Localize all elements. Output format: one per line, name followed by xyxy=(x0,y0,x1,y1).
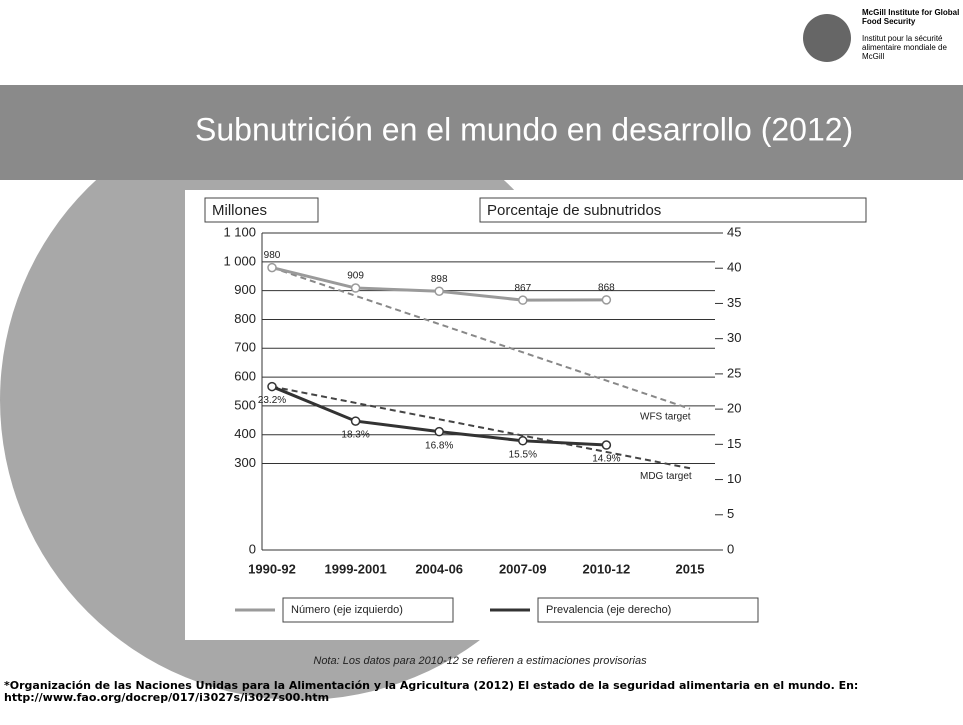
y2-tick-label: 45 xyxy=(727,224,741,239)
data-label: 15.5% xyxy=(509,449,537,460)
note: Nota: Los datos para 2010-12 se refieren… xyxy=(313,655,647,667)
data-point xyxy=(350,283,361,293)
data-label: 898 xyxy=(431,274,448,285)
source: *Organización de las Naciones Unidas par… xyxy=(4,680,859,704)
y2-tick-label: 40 xyxy=(727,260,741,275)
y-tick-label: 300 xyxy=(234,455,256,470)
target-label: MDG target xyxy=(640,471,692,482)
target-label: WFS target xyxy=(640,411,691,422)
y2-tick-label: 5 xyxy=(727,506,734,521)
data-label: 14.9% xyxy=(592,454,620,465)
data-label: 868 xyxy=(598,282,615,293)
logo-fr: Institut pour la sécurité alimentaire mo… xyxy=(862,34,947,61)
y-tick-label: 500 xyxy=(234,397,256,412)
data-label: 867 xyxy=(514,283,531,294)
y-label-box xyxy=(204,197,319,223)
target-line xyxy=(271,266,691,410)
data-point xyxy=(434,426,444,437)
legend-label: Prevalencia (eje derecho) xyxy=(546,604,671,616)
data-point xyxy=(518,436,528,446)
y-tick-label: 1 100 xyxy=(223,224,256,239)
y-tick-label: 600 xyxy=(234,369,256,384)
legend-label: Número (eje izquierdo) xyxy=(291,604,403,616)
y-tick-label: 900 xyxy=(234,282,256,297)
y2-tick-label: 15 xyxy=(727,436,741,451)
x-tick-label: 1990-92 xyxy=(248,561,296,576)
legend-box xyxy=(537,597,759,623)
data-point xyxy=(267,381,277,392)
logo-text-box: McGill Institute for Global Food Securit… xyxy=(862,8,960,61)
title-band xyxy=(0,85,963,180)
y2-tick-label: 35 xyxy=(727,295,741,310)
data-point xyxy=(518,295,528,305)
source-box: *Organización de las Naciones Unidas par… xyxy=(4,680,859,704)
data-label: 909 xyxy=(347,271,364,282)
y-tick-label: 800 xyxy=(234,311,256,326)
data-label: 23.2% xyxy=(258,395,286,406)
x-tick-label: 2007-09 xyxy=(499,561,547,576)
x-tick-label: 2010-12 xyxy=(583,561,631,576)
legend-box xyxy=(282,597,454,623)
y-tick-label: 1 000 xyxy=(223,253,256,268)
data-point xyxy=(350,416,361,426)
y2-tick-label: 0 xyxy=(727,541,734,556)
x-tick-label: 1999-2001 xyxy=(325,561,387,576)
data-point xyxy=(601,440,612,450)
data-point xyxy=(434,286,444,296)
data-label: 16.8% xyxy=(425,440,453,451)
data-label: 18.3% xyxy=(341,430,369,441)
x-tick-label: 2004-06 xyxy=(415,561,463,576)
y-tick-label: 700 xyxy=(234,340,256,355)
y-tick-label: 0 xyxy=(249,541,256,556)
x-tick-label: 2015 xyxy=(676,561,705,576)
y-tick-label: 400 xyxy=(234,426,256,441)
y2-tick-label: 20 xyxy=(727,401,741,416)
chart-title: Subnutrición en el mundo en desarrollo (… xyxy=(195,111,853,147)
y2-axis-label: Porcentaje de subnutridos xyxy=(487,202,661,219)
y2-label-box xyxy=(479,197,867,223)
data-label: 980 xyxy=(264,250,281,261)
logo-en: McGill Institute for Global Food Securit… xyxy=(862,8,960,26)
y2-tick-label: 30 xyxy=(727,330,741,345)
data-point xyxy=(601,295,612,305)
data-point xyxy=(267,262,277,273)
y2-tick-label: 25 xyxy=(727,365,741,380)
y-axis-label: Millones xyxy=(212,202,267,219)
logo-globe xyxy=(803,14,851,62)
y2-tick-label: 10 xyxy=(727,471,741,486)
target-line xyxy=(271,385,691,470)
chart-panel xyxy=(185,190,963,640)
